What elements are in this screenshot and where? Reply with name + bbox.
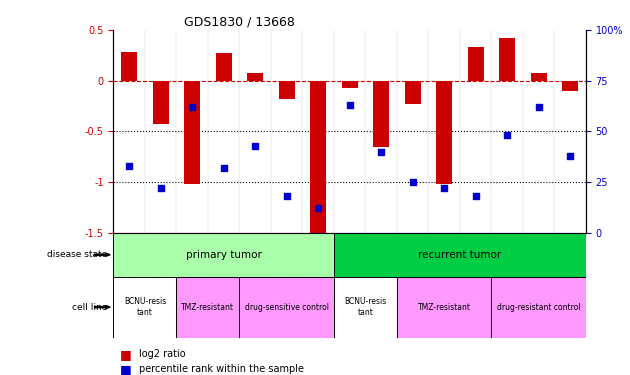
Text: log2 ratio: log2 ratio (139, 350, 185, 359)
Bar (334, 277, 397, 338)
Bar (310, 81, 326, 238)
Point (408, 179, 418, 185)
Bar (373, 81, 389, 147)
Point (187, 104, 197, 110)
Point (124, 163, 134, 169)
Bar (404, 81, 421, 104)
Point (439, 185, 449, 191)
Point (376, 148, 386, 154)
Text: drug-resistant control: drug-resistant control (497, 303, 580, 312)
Bar (397, 277, 491, 338)
Text: disease state: disease state (47, 250, 107, 259)
Bar (121, 52, 137, 81)
Bar (113, 233, 334, 277)
Point (156, 185, 166, 191)
Text: primary tumor: primary tumor (186, 250, 261, 260)
Bar (215, 53, 231, 81)
Point (565, 153, 575, 159)
Text: TMZ-resistant: TMZ-resistant (181, 303, 234, 312)
Bar (499, 38, 515, 81)
Text: ■: ■ (120, 348, 132, 361)
Text: drug-sensitive control: drug-sensitive control (244, 303, 329, 312)
Bar (113, 277, 176, 338)
Bar (152, 81, 168, 124)
Text: percentile rank within the sample: percentile rank within the sample (139, 364, 304, 374)
Point (345, 102, 355, 108)
Text: BCNU-resis
tant: BCNU-resis tant (123, 297, 166, 317)
Text: GDS1830 / 13668: GDS1830 / 13668 (184, 16, 295, 29)
Text: TMZ-resistant: TMZ-resistant (418, 303, 471, 312)
Bar (491, 277, 586, 338)
Text: BCNU-resis
tant: BCNU-resis tant (344, 297, 387, 317)
Point (502, 132, 512, 138)
Point (282, 193, 292, 199)
Bar (436, 81, 452, 184)
Text: ■: ■ (120, 363, 132, 375)
Point (219, 165, 229, 171)
Bar (247, 73, 263, 81)
Bar (341, 81, 358, 88)
Bar (278, 81, 294, 99)
Text: cell line: cell line (72, 303, 107, 312)
Bar (334, 233, 586, 277)
Bar (239, 277, 334, 338)
Point (250, 142, 260, 148)
Point (534, 104, 544, 110)
Point (313, 206, 323, 212)
Bar (467, 47, 484, 81)
Text: recurrent tumor: recurrent tumor (418, 250, 501, 260)
Point (471, 193, 481, 199)
Bar (530, 73, 546, 81)
Bar (176, 277, 239, 338)
Bar (562, 81, 578, 91)
Bar (184, 81, 200, 184)
